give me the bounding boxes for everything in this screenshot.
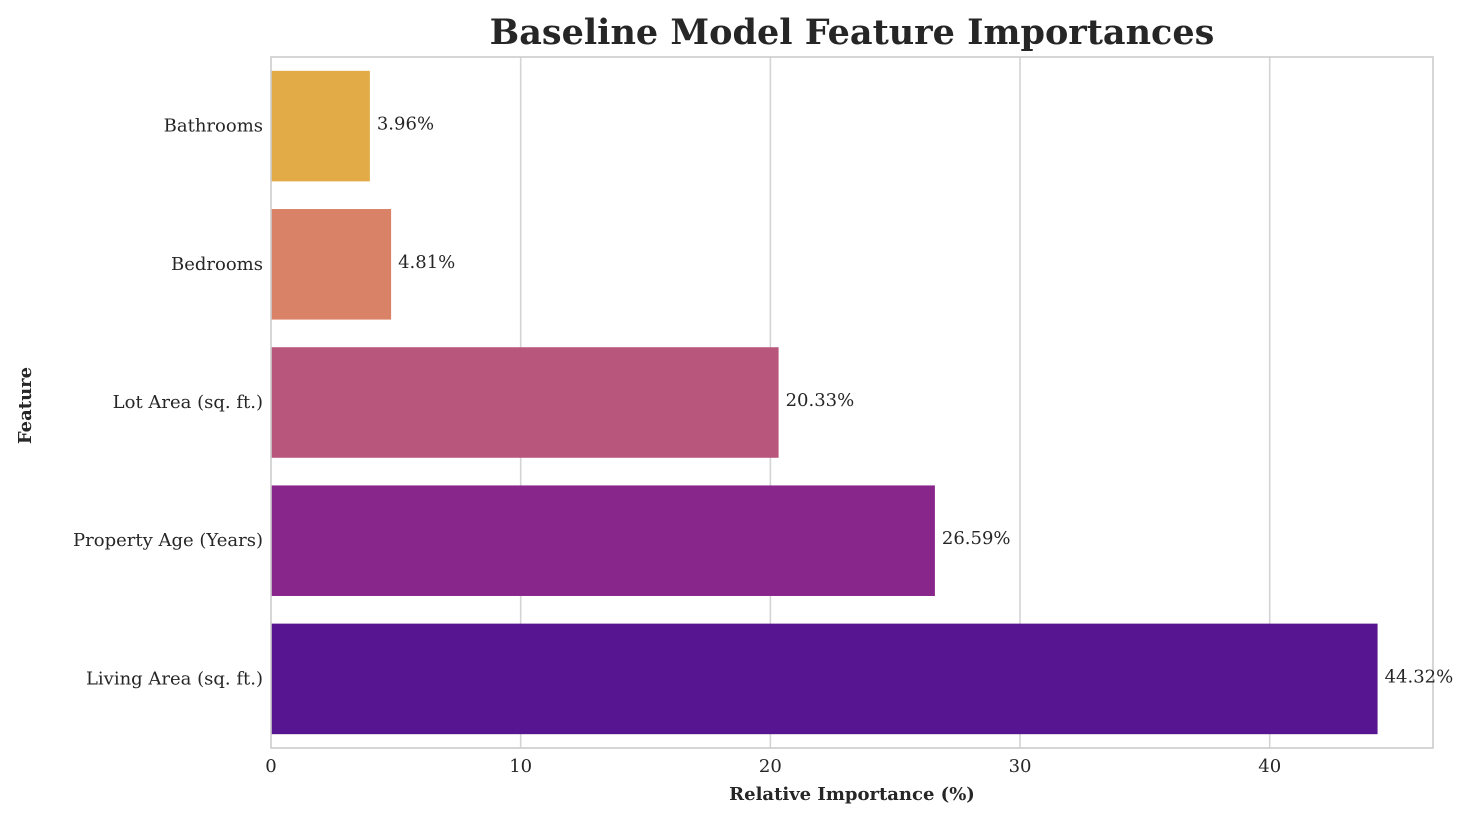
x-tick-label: 30 (1009, 756, 1032, 777)
data-labels: 3.96% 4.81% 20.33% 26.59% 44.32% (377, 114, 1453, 688)
bar (271, 623, 1378, 735)
data-label: 3.96% (377, 114, 434, 135)
y-tick-label: Bathrooms (164, 116, 263, 137)
x-tick-label: 40 (1258, 756, 1281, 777)
y-tick-label: Property Age (Years) (73, 530, 263, 551)
y-tick-label: Lot Area (sq. ft.) (113, 392, 263, 413)
bars (271, 70, 1378, 735)
y-tick-labels: Bathrooms Bedrooms Lot Area (sq. ft.) Prope… (73, 116, 263, 690)
data-label: 44.32% (1385, 666, 1454, 687)
data-label: 20.33% (786, 390, 855, 411)
y-axis-label: Feature (15, 367, 36, 444)
y-tick-label: Bedrooms (171, 254, 263, 275)
bar (271, 485, 935, 596)
plot-frame (270, 56, 1434, 749)
x-axis-label: Relative Importance (%) (729, 784, 975, 805)
bar (271, 70, 370, 182)
chart-title: Baseline Model Feature Importances (490, 12, 1215, 53)
data-label: 26.59% (942, 528, 1011, 549)
x-tick-label: 0 (265, 756, 276, 777)
bar (271, 347, 779, 458)
bar (271, 209, 392, 320)
data-label: 4.81% (398, 252, 455, 273)
x-tick-label: 20 (759, 756, 782, 777)
x-tick-label: 10 (509, 756, 532, 777)
x-tick-labels: 0 10 20 30 40 (265, 756, 1281, 777)
y-tick-label: Living Area (sq. ft.) (86, 668, 263, 689)
